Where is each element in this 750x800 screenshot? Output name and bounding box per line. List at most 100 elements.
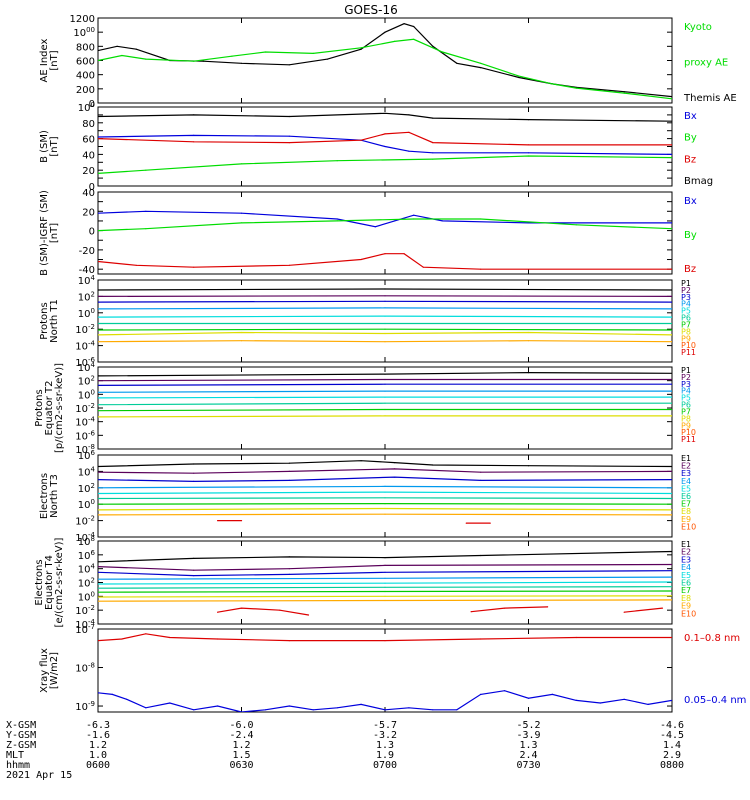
data-point — [504, 607, 506, 609]
footer-value: 2.9 — [663, 750, 681, 761]
y-tick-label: 10-4 — [75, 340, 95, 353]
data-point — [360, 47, 362, 49]
footer-row-label: X-GSM — [6, 720, 36, 731]
data-point — [374, 226, 376, 228]
y-tick-label: 104 — [78, 361, 96, 374]
data-point — [394, 40, 396, 43]
data-point — [98, 692, 99, 694]
data-point — [360, 258, 362, 261]
data-point — [98, 384, 99, 386]
data-point — [671, 334, 672, 336]
data-point — [98, 503, 99, 505]
footer-value: 1.9 — [376, 750, 394, 761]
footer-value: -6.0 — [229, 720, 253, 731]
data-point — [240, 520, 243, 522]
y-axis-label: B (SM) — [39, 130, 50, 163]
data-point — [489, 522, 491, 524]
data-point — [193, 569, 195, 571]
y-tick-label: 10-6 — [75, 356, 95, 369]
data-point — [98, 596, 99, 598]
data-point — [98, 308, 99, 310]
data-point — [279, 609, 281, 611]
legend-label: P7 — [681, 407, 691, 416]
data-point — [671, 228, 672, 230]
data-point — [111, 693, 113, 696]
figure-title: GOES-16 — [344, 3, 398, 17]
data-point — [384, 507, 386, 510]
footer-value: 1.3 — [376, 740, 394, 751]
y-tick-label: 100 — [78, 590, 95, 603]
legend-label: E4 — [681, 477, 691, 486]
data-point — [384, 408, 386, 411]
series-line — [98, 570, 672, 577]
data-point — [312, 52, 314, 55]
data-point — [413, 25, 415, 28]
data-point — [98, 301, 99, 303]
panel-xray: 10-9 10-8 10-7 Xray flux [W/m2] 0.1–0.8 nm 0.0… — [39, 623, 746, 713]
data-point — [671, 289, 672, 291]
data-point — [480, 218, 482, 220]
data-point — [384, 577, 386, 579]
data-point — [193, 575, 195, 577]
data-point — [551, 693, 554, 696]
data-point — [671, 487, 672, 489]
series-line — [98, 253, 672, 270]
data-point — [671, 465, 672, 468]
legend-label: 0.1–0.8 nm — [684, 633, 740, 644]
legend-label: E5 — [681, 571, 691, 580]
legend-label: Themis AE — [683, 93, 737, 104]
data-point — [671, 322, 672, 325]
data-point — [384, 503, 386, 505]
data-point — [413, 218, 415, 220]
data-point — [647, 703, 649, 706]
data-point — [288, 705, 290, 707]
data-point — [98, 334, 99, 336]
y-axis-label: Electrons — [39, 473, 50, 519]
data-point — [145, 58, 147, 60]
y-axis-label: [nT] — [49, 136, 60, 156]
data-point — [384, 640, 386, 642]
legend-label: E5 — [681, 484, 691, 493]
data-point — [671, 503, 672, 505]
series-line — [624, 607, 663, 613]
y-tick-label: 100 — [78, 101, 95, 114]
data-point — [623, 611, 625, 613]
data-point — [671, 570, 672, 572]
data-point — [98, 578, 99, 580]
data-point — [240, 62, 243, 64]
legend-label: Bz — [684, 154, 696, 165]
data-point — [403, 253, 405, 255]
legend-label: Kyoto — [684, 22, 712, 33]
data-point — [504, 690, 506, 692]
legend-label: E10 — [681, 522, 696, 531]
data-point — [98, 492, 99, 495]
data-point — [240, 340, 243, 342]
data-point — [288, 640, 290, 642]
data-point — [336, 220, 338, 222]
data-point — [288, 142, 290, 144]
y-tick-label: 800 — [76, 42, 95, 53]
data-point — [384, 373, 386, 375]
data-point — [288, 573, 290, 576]
y-tick-label: 102 — [78, 577, 95, 590]
data-point — [360, 48, 362, 50]
legend-label: E6 — [681, 579, 691, 588]
data-point — [98, 172, 99, 174]
data-point — [98, 404, 99, 406]
data-point — [384, 564, 386, 567]
data-point — [193, 141, 195, 143]
legend-label: P4 — [681, 387, 691, 396]
data-point — [671, 372, 672, 374]
data-point — [441, 51, 443, 53]
y-tick-label: 0 — [89, 182, 95, 193]
y-tick-label: 1000 — [73, 26, 95, 39]
legend-label: P2 — [681, 286, 691, 295]
y-tick-label: 60 — [82, 135, 95, 146]
y-tick-label: 10-2 — [75, 402, 95, 415]
legend-label: P9 — [681, 334, 691, 343]
legend-label: E9 — [681, 602, 691, 611]
data-point — [193, 266, 195, 268]
data-point — [408, 131, 410, 133]
y-axis-label: North T1 — [49, 299, 60, 343]
data-point — [98, 640, 99, 642]
